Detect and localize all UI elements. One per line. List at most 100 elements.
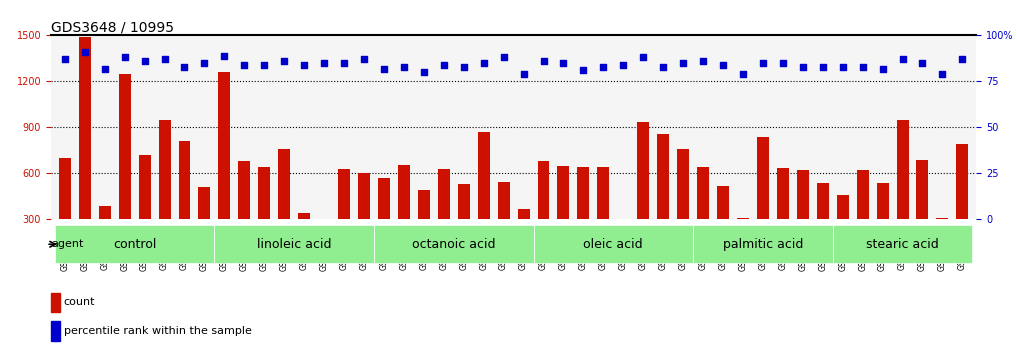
Point <box>176 64 192 69</box>
Point <box>935 71 951 77</box>
Point <box>296 62 312 68</box>
Bar <box>757 137 769 266</box>
Point <box>775 60 791 66</box>
Bar <box>856 170 869 266</box>
Point <box>535 58 551 64</box>
Point <box>755 60 771 66</box>
Text: stearic acid: stearic acid <box>866 238 939 251</box>
Point <box>735 71 752 77</box>
Point <box>655 64 671 69</box>
FancyBboxPatch shape <box>55 225 215 263</box>
FancyBboxPatch shape <box>374 225 534 263</box>
Bar <box>777 168 789 266</box>
Point <box>336 60 352 66</box>
Bar <box>557 166 570 266</box>
Bar <box>538 161 549 266</box>
Point <box>715 62 731 68</box>
Bar <box>338 169 350 266</box>
Bar <box>837 195 848 266</box>
Bar <box>518 209 530 266</box>
Point <box>356 57 372 62</box>
Bar <box>398 165 410 266</box>
Point <box>516 71 532 77</box>
Point <box>435 62 452 68</box>
Bar <box>817 183 829 266</box>
FancyBboxPatch shape <box>215 225 374 263</box>
Bar <box>219 72 231 266</box>
Text: count: count <box>63 297 95 307</box>
Bar <box>51 321 60 341</box>
Bar <box>478 132 489 266</box>
Point <box>894 57 910 62</box>
Bar <box>378 178 390 266</box>
Text: palmitic acid: palmitic acid <box>723 238 803 251</box>
Point <box>615 62 632 68</box>
Text: percentile rank within the sample: percentile rank within the sample <box>63 326 251 336</box>
Point <box>576 68 592 73</box>
Point <box>416 69 432 75</box>
Bar <box>937 218 949 266</box>
FancyBboxPatch shape <box>833 225 972 263</box>
Point <box>695 58 711 64</box>
Bar <box>717 186 729 266</box>
Text: octanoic acid: octanoic acid <box>412 238 495 251</box>
Bar <box>279 149 290 266</box>
Bar <box>617 219 630 266</box>
Bar <box>179 141 190 266</box>
Text: agent: agent <box>52 239 84 249</box>
Point <box>555 60 572 66</box>
Bar <box>737 218 749 266</box>
Point <box>376 66 393 72</box>
Point <box>675 60 692 66</box>
Point <box>815 64 831 69</box>
Bar <box>697 167 709 266</box>
Text: control: control <box>113 238 157 251</box>
Bar <box>796 170 809 266</box>
Bar <box>298 213 310 266</box>
Bar <box>418 190 430 266</box>
Bar <box>138 155 151 266</box>
Point <box>914 60 931 66</box>
Text: linoleic acid: linoleic acid <box>257 238 332 251</box>
Point <box>157 57 173 62</box>
Point <box>217 53 233 58</box>
Point <box>256 62 273 68</box>
Bar <box>78 37 91 266</box>
Point <box>635 55 651 60</box>
Bar <box>497 182 510 266</box>
Bar <box>916 160 929 266</box>
Point <box>117 55 133 60</box>
Bar <box>437 169 450 266</box>
Point <box>276 58 292 64</box>
Point <box>854 64 871 69</box>
Point <box>476 60 492 66</box>
Point <box>136 58 153 64</box>
Bar <box>258 167 271 266</box>
Point <box>495 55 512 60</box>
Bar <box>51 293 60 312</box>
Point <box>875 66 891 72</box>
Point <box>595 64 611 69</box>
Bar <box>198 187 211 266</box>
Text: oleic acid: oleic acid <box>584 238 643 251</box>
Bar <box>318 219 331 266</box>
Point <box>835 64 851 69</box>
FancyBboxPatch shape <box>534 225 694 263</box>
Point <box>396 64 412 69</box>
FancyBboxPatch shape <box>694 225 833 263</box>
Bar <box>358 173 370 266</box>
Point <box>456 64 472 69</box>
Bar <box>238 161 250 266</box>
Point <box>236 62 252 68</box>
Bar <box>597 166 609 266</box>
Text: GDS3648 / 10995: GDS3648 / 10995 <box>51 20 174 34</box>
Bar <box>638 122 649 266</box>
Bar <box>159 120 171 266</box>
Bar <box>877 183 889 266</box>
Point <box>57 57 73 62</box>
Point <box>954 57 970 62</box>
Point <box>196 60 213 66</box>
Bar <box>956 144 968 266</box>
Bar <box>897 120 908 266</box>
Point <box>76 49 93 55</box>
